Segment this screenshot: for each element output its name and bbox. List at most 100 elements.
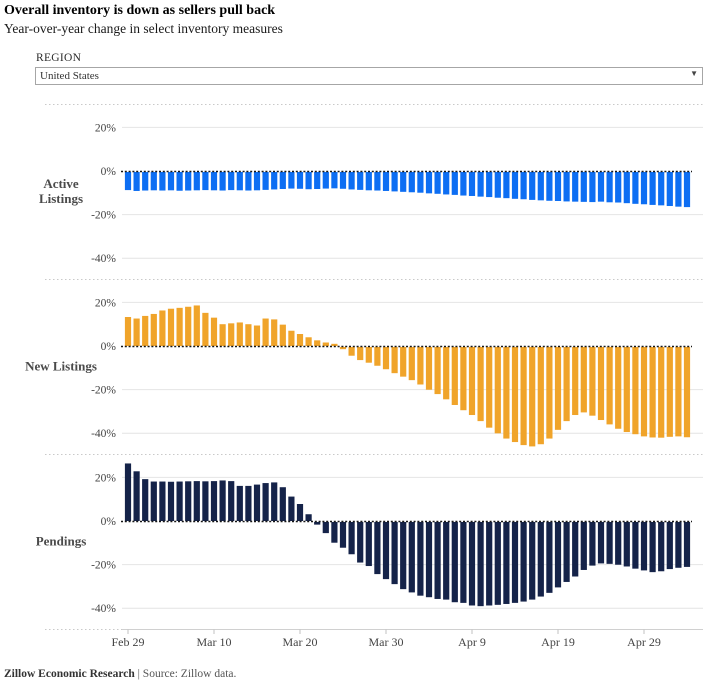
new-listings-bar[interactable] bbox=[529, 347, 536, 447]
active-listings-bar[interactable] bbox=[658, 172, 665, 206]
new-listings-bar[interactable] bbox=[391, 347, 398, 374]
active-listings-bar[interactable] bbox=[331, 172, 338, 189]
pendings-bar[interactable] bbox=[159, 481, 166, 521]
active-listings-bar[interactable] bbox=[382, 172, 390, 191]
active-listings-bar[interactable] bbox=[580, 172, 587, 202]
pendings-bar[interactable] bbox=[606, 522, 613, 564]
new-listings-bar[interactable] bbox=[520, 347, 527, 446]
active-listings-bar[interactable] bbox=[245, 172, 252, 191]
new-listings-bar[interactable] bbox=[494, 347, 501, 434]
new-listings-bar[interactable] bbox=[563, 347, 570, 422]
active-listings-bar[interactable] bbox=[314, 172, 321, 189]
pendings-bar[interactable] bbox=[357, 522, 364, 563]
pendings-bar[interactable] bbox=[124, 463, 132, 521]
active-listings-bar[interactable] bbox=[159, 172, 166, 191]
new-listings-bar[interactable] bbox=[331, 343, 338, 346]
pendings-bar[interactable] bbox=[228, 481, 235, 521]
new-listings-bar[interactable] bbox=[314, 340, 321, 346]
new-listings-bar[interactable] bbox=[159, 310, 166, 346]
pendings-bar[interactable] bbox=[649, 522, 656, 573]
active-listings-bar[interactable] bbox=[167, 172, 175, 191]
new-listings-bar[interactable] bbox=[228, 323, 235, 346]
new-listings-bar[interactable] bbox=[150, 313, 157, 346]
active-listings-bar[interactable] bbox=[443, 172, 450, 195]
active-listings-bar[interactable] bbox=[400, 172, 407, 192]
pendings-bar[interactable] bbox=[623, 522, 630, 567]
pendings-bar[interactable] bbox=[202, 481, 209, 521]
pendings-bar[interactable] bbox=[632, 522, 639, 569]
active-listings-bar[interactable] bbox=[339, 172, 347, 189]
new-listings-bar[interactable] bbox=[451, 347, 458, 405]
active-listings-bar[interactable] bbox=[408, 172, 415, 193]
pendings-bar[interactable] bbox=[572, 522, 579, 577]
new-listings-bar[interactable] bbox=[572, 347, 579, 416]
new-listings-bar[interactable] bbox=[374, 347, 381, 366]
active-listings-bar[interactable] bbox=[279, 172, 286, 189]
active-listings-bar[interactable] bbox=[271, 172, 278, 190]
active-listings-bar[interactable] bbox=[477, 172, 484, 197]
pendings-bar[interactable] bbox=[365, 522, 372, 567]
active-listings-bar[interactable] bbox=[185, 172, 192, 191]
new-listings-bar[interactable] bbox=[623, 347, 630, 433]
new-listings-bar[interactable] bbox=[253, 325, 261, 346]
active-listings-bar[interactable] bbox=[494, 172, 501, 198]
pendings-bar[interactable] bbox=[322, 522, 329, 534]
active-listings-bar[interactable] bbox=[486, 172, 493, 198]
new-listings-bar[interactable] bbox=[606, 347, 613, 425]
active-listings-bar[interactable] bbox=[219, 172, 226, 191]
pendings-bar[interactable] bbox=[425, 522, 433, 598]
pendings-bar[interactable] bbox=[503, 522, 510, 604]
active-listings-bar[interactable] bbox=[150, 172, 157, 191]
pendings-bar[interactable] bbox=[253, 484, 261, 521]
new-listings-bar[interactable] bbox=[142, 315, 149, 346]
active-listings-bar[interactable] bbox=[640, 172, 648, 205]
new-listings-bar[interactable] bbox=[357, 347, 364, 361]
active-listings-bar[interactable] bbox=[572, 172, 579, 202]
active-listings-bar[interactable] bbox=[683, 172, 691, 208]
active-listings-bar[interactable] bbox=[296, 172, 304, 189]
pendings-bar[interactable] bbox=[374, 522, 381, 575]
new-listings-bar[interactable] bbox=[658, 347, 665, 438]
new-listings-bar[interactable] bbox=[640, 347, 648, 437]
active-listings-bar[interactable] bbox=[417, 172, 424, 193]
new-listings-bar[interactable] bbox=[245, 324, 252, 346]
new-listings-bar[interactable] bbox=[503, 347, 510, 439]
active-listings-bar[interactable] bbox=[503, 172, 510, 199]
new-listings-bar[interactable] bbox=[417, 347, 424, 385]
pendings-bar[interactable] bbox=[271, 482, 278, 521]
active-listings-bar[interactable] bbox=[460, 172, 467, 196]
new-listings-bar[interactable] bbox=[365, 347, 372, 363]
active-listings-bar[interactable] bbox=[529, 172, 536, 200]
new-listings-bar[interactable] bbox=[434, 347, 441, 395]
active-listings-bar[interactable] bbox=[632, 172, 639, 204]
new-listings-bar[interactable] bbox=[408, 347, 415, 381]
pendings-bar[interactable] bbox=[133, 471, 140, 521]
new-listings-bar[interactable] bbox=[133, 318, 140, 346]
active-listings-bar[interactable] bbox=[546, 172, 553, 201]
pendings-bar[interactable] bbox=[537, 522, 544, 597]
pendings-bar[interactable] bbox=[468, 522, 476, 606]
pendings-bar[interactable] bbox=[185, 481, 192, 521]
active-listings-bar[interactable] bbox=[675, 172, 682, 207]
pendings-bar[interactable] bbox=[391, 522, 398, 585]
active-listings-bar[interactable] bbox=[176, 172, 183, 191]
new-listings-bar[interactable] bbox=[589, 347, 596, 416]
pendings-bar[interactable] bbox=[443, 522, 450, 600]
new-listings-bar[interactable] bbox=[279, 324, 286, 346]
active-listings-bar[interactable] bbox=[623, 172, 630, 204]
new-listings-bar[interactable] bbox=[632, 347, 639, 435]
pendings-bar[interactable] bbox=[589, 522, 596, 566]
active-listings-bar[interactable] bbox=[262, 172, 269, 190]
pendings-bar[interactable] bbox=[331, 522, 338, 543]
new-listings-bar[interactable] bbox=[124, 317, 132, 346]
new-listings-bar[interactable] bbox=[468, 347, 476, 416]
active-listings-bar[interactable] bbox=[142, 172, 149, 191]
active-listings-bar[interactable] bbox=[511, 172, 519, 199]
active-listings-bar[interactable] bbox=[649, 172, 656, 205]
pendings-bar[interactable] bbox=[640, 522, 648, 571]
active-listings-bar[interactable] bbox=[425, 172, 433, 194]
pendings-bar[interactable] bbox=[314, 522, 321, 525]
active-listings-bar[interactable] bbox=[288, 172, 295, 189]
active-listings-bar[interactable] bbox=[563, 172, 570, 202]
new-listings-bar[interactable] bbox=[666, 347, 673, 437]
